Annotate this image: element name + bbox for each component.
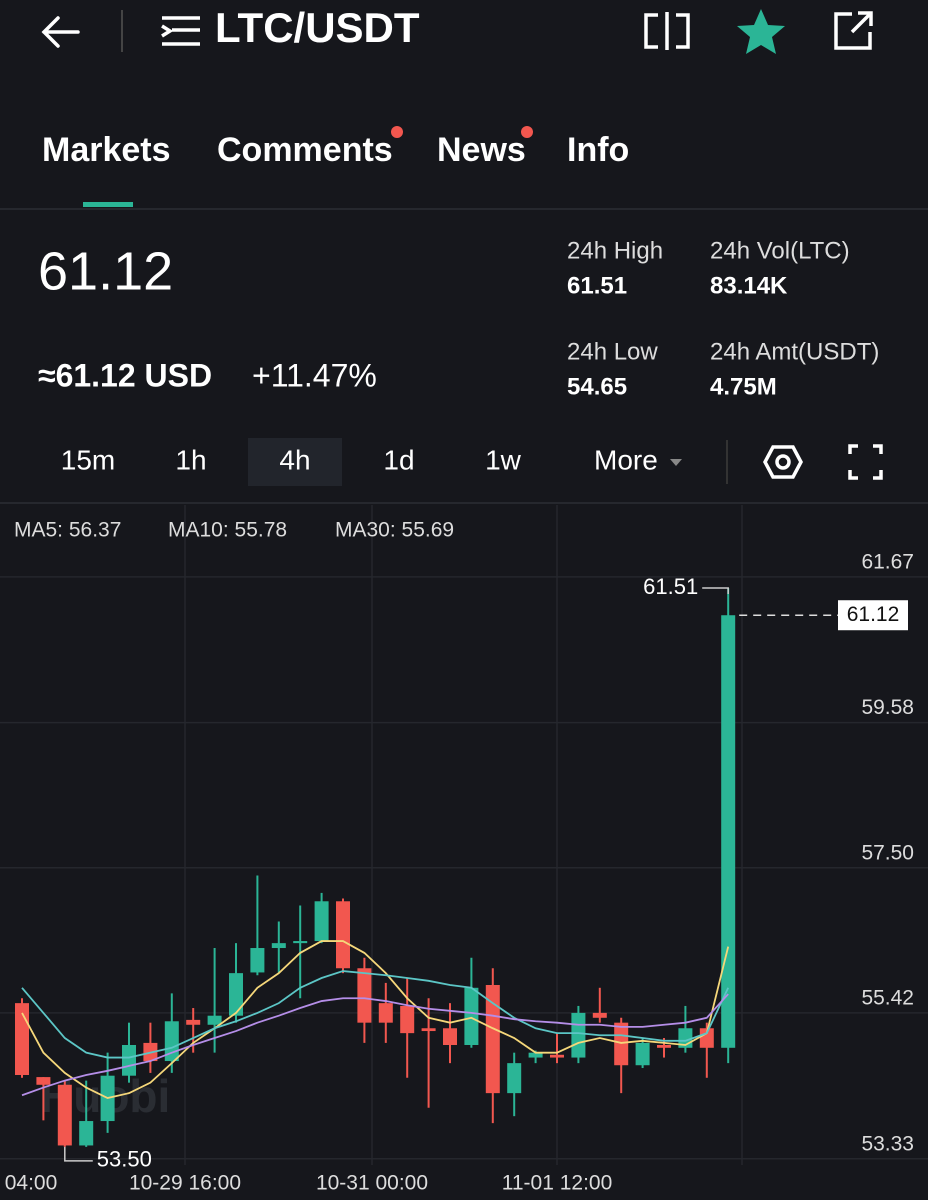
stat-value: 61.51 bbox=[567, 272, 627, 299]
min-label: 53.50 bbox=[97, 1147, 152, 1172]
candle-body bbox=[721, 615, 736, 1048]
interval[interactable]: 1d bbox=[383, 444, 414, 475]
back-button[interactable] bbox=[41, 16, 80, 48]
min-pointer bbox=[64, 1146, 93, 1162]
y-tick-label: 57.50 bbox=[861, 841, 914, 864]
interval[interactable]: 1w bbox=[485, 444, 522, 475]
x-tick-label: 10-29 16:00 bbox=[129, 1172, 241, 1195]
menu-icon[interactable] bbox=[161, 16, 200, 46]
pair-title: LTC/USDT bbox=[215, 4, 420, 51]
split-icon[interactable] bbox=[644, 12, 690, 50]
candle-body bbox=[36, 1077, 51, 1085]
candle-body bbox=[485, 985, 500, 1094]
tab[interactable]: Info bbox=[567, 131, 629, 169]
chart: 61.67 59.58 57.50 55.42 53.33 04:00 10-29 16:0… bbox=[0, 505, 928, 1195]
tab[interactable]: Comments bbox=[217, 131, 393, 169]
stat-value: 4.75M bbox=[710, 373, 777, 400]
stat-value: 54.65 bbox=[567, 373, 627, 400]
x-tick-label: 04:00 bbox=[5, 1172, 58, 1195]
fullscreen-icon[interactable] bbox=[848, 444, 883, 480]
candle-body bbox=[614, 1022, 629, 1066]
x-tick-label: 10-31 00:00 bbox=[316, 1172, 428, 1195]
last-price: 61.12 bbox=[38, 241, 173, 301]
stat-label: 24h Amt(USDT) bbox=[710, 338, 879, 365]
candle-body bbox=[592, 1012, 607, 1018]
ma-line bbox=[21, 993, 729, 1097]
x-tick-label: 11-01 12:00 bbox=[502, 1172, 613, 1195]
last-price-box bbox=[838, 600, 908, 631]
candle-body bbox=[507, 1063, 522, 1094]
stat-value: 83.14K bbox=[710, 272, 788, 299]
ma-line bbox=[21, 970, 730, 1059]
max-label: 61.51 bbox=[643, 574, 698, 599]
dropdown-caret bbox=[670, 459, 682, 466]
y-tick-label: 61.67 bbox=[861, 550, 914, 573]
stat-label: 24h High bbox=[567, 237, 663, 264]
candle-body bbox=[699, 1028, 714, 1048]
candle-body bbox=[635, 1042, 650, 1066]
y-tick-label: 53.33 bbox=[861, 1132, 914, 1155]
max-pointer bbox=[702, 587, 729, 595]
candle-body bbox=[207, 1015, 222, 1025]
candle-body bbox=[186, 1019, 201, 1025]
stat-label: 24h Vol(LTC) bbox=[710, 237, 850, 264]
tab[interactable]: Markets bbox=[42, 131, 171, 169]
candle-body bbox=[357, 968, 372, 1023]
candle-body bbox=[271, 943, 286, 949]
candle-body bbox=[293, 941, 308, 944]
candle-body bbox=[657, 1045, 671, 1048]
interval-selected-bg bbox=[248, 438, 342, 486]
candle-body bbox=[550, 1054, 564, 1058]
candle-body bbox=[571, 1012, 586, 1058]
candle-body bbox=[314, 901, 329, 942]
candle-body bbox=[122, 1045, 136, 1076]
usd-price: ≈61.12 USD bbox=[38, 357, 212, 393]
interval[interactable]: More bbox=[594, 444, 658, 475]
interval[interactable]: 15m bbox=[61, 444, 115, 475]
interval[interactable]: 1h bbox=[175, 444, 206, 475]
candle-body bbox=[528, 1052, 543, 1058]
legend-entry: MA10: 55.78 bbox=[168, 519, 287, 542]
interval[interactable]: 4h bbox=[279, 444, 310, 475]
y-tick-label: 55.42 bbox=[861, 986, 914, 1009]
candle-body bbox=[336, 901, 350, 969]
settings-icon[interactable] bbox=[763, 445, 803, 479]
y-tick-label: 59.58 bbox=[861, 696, 914, 719]
last-price-label: 61.12 bbox=[847, 603, 900, 626]
candle-body bbox=[57, 1084, 72, 1146]
share-icon[interactable] bbox=[834, 11, 873, 50]
tab[interactable]: News bbox=[437, 131, 526, 169]
candle-body bbox=[400, 1005, 415, 1034]
candle-body bbox=[378, 1003, 393, 1023]
legend-entry: MA30: 55.69 bbox=[335, 519, 454, 542]
notification-dot bbox=[391, 126, 403, 138]
stat-label: 24h Low bbox=[567, 338, 658, 365]
legend-entry: MA5: 56.37 bbox=[14, 519, 121, 542]
candle-body bbox=[250, 948, 265, 973]
candle-body bbox=[79, 1121, 94, 1146]
candle-body bbox=[421, 1028, 436, 1032]
notification-dot bbox=[521, 126, 533, 138]
candle-body bbox=[443, 1028, 457, 1045]
ma-line bbox=[21, 940, 730, 1099]
price-change: +11.47% bbox=[252, 357, 377, 393]
candle-body bbox=[229, 973, 243, 1016]
tab-indicator bbox=[83, 202, 133, 207]
candle-body bbox=[464, 987, 479, 1045]
favorite-star[interactable] bbox=[737, 9, 785, 54]
